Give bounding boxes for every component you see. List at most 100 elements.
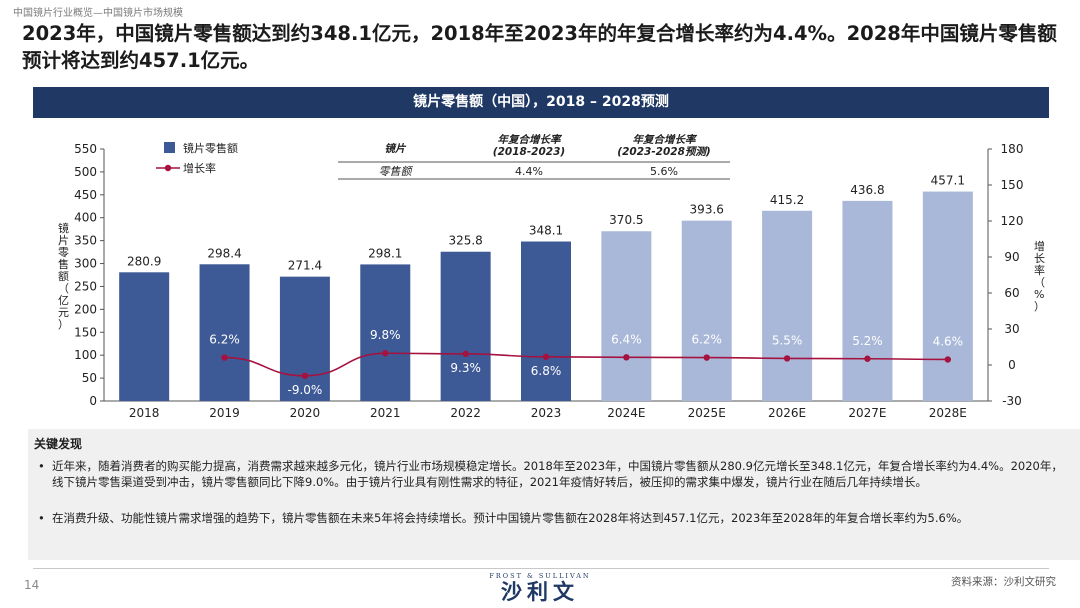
bullet-dot-icon: • <box>38 459 45 473</box>
right-tick-label: 90 <box>1004 250 1019 264</box>
left-tick-label: 400 <box>74 211 97 225</box>
left-tick-label: 550 <box>74 142 97 156</box>
growth-rate-point <box>221 354 228 361</box>
left-tick-label: 200 <box>74 302 97 316</box>
legend-bar-label: 镜片零售额 <box>183 141 238 155</box>
bar-value-label: 457.1 <box>931 174 965 188</box>
legend-bar-swatch <box>164 142 175 153</box>
finding-bullet-1: • 近年来，随着消费者的购买能力提高，消费需求越来越多元化，镜片行业市场规模稳定… <box>38 458 1063 490</box>
left-tick-label: 150 <box>74 325 97 339</box>
legend-line-label: 增长率 <box>183 161 216 175</box>
right-axis-title: 增长率（%） <box>1034 239 1045 313</box>
bar-retail-sales <box>440 251 491 401</box>
bar-value-label: 415.2 <box>770 193 804 207</box>
right-tick-label: 150 <box>1001 178 1024 192</box>
right-tick-label: 120 <box>1001 214 1024 228</box>
bar-value-label: 370.5 <box>609 213 643 227</box>
bar-retail-sales <box>199 264 250 401</box>
key-findings-title: 关键发现 <box>34 437 83 451</box>
growth-rate-label: 9.8% <box>370 328 401 342</box>
growth-rate-point <box>864 355 871 362</box>
growth-rate-label: 5.2% <box>852 334 883 348</box>
growth-rate-point <box>783 355 791 362</box>
bar-retail-sales <box>521 241 571 401</box>
growth-rate-point <box>944 356 952 363</box>
right-tick-label: -30 <box>1002 394 1022 408</box>
cagr-table-header: 年复合增长率(2023-2028预测) <box>617 133 710 158</box>
bar-retail-sales <box>681 220 732 401</box>
left-tick-label: 500 <box>74 165 97 179</box>
bar-value-label: 271.4 <box>288 259 322 273</box>
left-tick-label: 100 <box>74 348 97 362</box>
finding-text: 在消费升级、功能性镜片需求增强的趋势下，镜片零售额在未来5年将会持续增长。预计中… <box>52 511 969 525</box>
logo-chinese-name: 沙利文 <box>501 580 579 604</box>
bar-value-label: 280.9 <box>127 254 161 268</box>
left-axis-title: 镜片零售额（亿元） <box>58 221 69 331</box>
cagr-table-header: 年复合增长率(2018-2023) <box>493 133 565 158</box>
bar-retail-sales <box>842 200 893 401</box>
growth-rate-label: 6.2% <box>691 333 722 347</box>
bar-value-label: 348.1 <box>529 224 563 238</box>
growth-rate-label: 5.5% <box>772 333 803 347</box>
right-tick-label: 60 <box>1004 286 1019 300</box>
growth-rate-point <box>703 354 710 361</box>
bar-retail-sales <box>762 210 813 401</box>
right-tick-label: 0 <box>1008 358 1016 372</box>
left-tick-label: 0 <box>89 394 97 408</box>
growth-rate-label: 9.3% <box>450 361 481 375</box>
page-headline: 2023年，中国镜片零售额达到约348.1亿元，2018年至2023年的年复合增… <box>22 22 1057 72</box>
growth-rate-label: 6.8% <box>531 364 562 378</box>
page-number: 14 <box>24 578 40 592</box>
left-tick-label: 50 <box>82 371 97 385</box>
cagr-table-cell: 5.6% <box>650 165 678 178</box>
growth-rate-label: -9.0% <box>287 383 322 397</box>
footer-divider <box>33 568 1049 569</box>
cagr-table-cell: 4.4% <box>515 165 543 178</box>
bar-value-label: 436.8 <box>850 183 884 197</box>
bar-value-label: 298.1 <box>368 246 402 260</box>
frost-sullivan-logo: FROST & SULLIVAN 沙利文 <box>474 572 606 606</box>
cagr-table-header: 镜片 <box>385 142 407 155</box>
left-tick-label: 450 <box>74 188 97 202</box>
left-tick-label: 250 <box>74 279 97 293</box>
x-tick-label: 2027E <box>848 406 886 420</box>
bar-retail-sales <box>279 276 330 401</box>
right-tick-label: 30 <box>1004 322 1019 336</box>
key-findings-panel: 关键发现 • 近年来，随着消费者的购买能力提高，消费需求越来越多元化，镜片行业市… <box>28 429 1080 560</box>
retail-sales-chart: 0 50 100 150 200 250 300 350 400 450 500 550 -30 0 30 6… <box>58 133 1045 420</box>
bar-retail-sales <box>360 264 411 401</box>
finding-text: 近年来，随着消费者的购买能力提高，消费需求越来越多元化，镜片行业市场规模稳定增长… <box>52 459 1063 489</box>
breadcrumb: 中国镜片行业概览—中国镜片市场规模 <box>13 8 183 19</box>
x-tick-label: 2026E <box>768 406 806 420</box>
left-tick-label: 300 <box>74 257 97 271</box>
legend-line-marker <box>164 164 172 172</box>
x-tick-label: 2022 <box>450 406 481 420</box>
cagr-table-cell: 零售额 <box>379 165 414 178</box>
bar-value-label: 393.6 <box>690 203 724 217</box>
x-tick-label: 2024E <box>607 406 645 420</box>
logo-wordmark: FROST & SULLIVAN <box>489 572 591 580</box>
bar-retail-sales <box>601 231 652 401</box>
growth-rate-point <box>382 350 389 357</box>
growth-rate-point <box>301 372 309 379</box>
bar-value-label: 298.4 <box>207 246 241 260</box>
x-tick-label: 2020 <box>290 406 321 420</box>
bar-retail-sales <box>922 191 973 401</box>
x-tick-label: 2023 <box>531 406 562 420</box>
x-tick-label: 2021 <box>370 406 401 420</box>
finding-bullet-2: • 在消费升级、功能性镜片需求增强的趋势下，镜片零售额在未来5年将会持续增长。预… <box>38 510 1063 526</box>
right-tick-label: 180 <box>1001 142 1024 156</box>
x-tick-label: 2019 <box>209 406 240 420</box>
growth-rate-line <box>224 352 948 377</box>
source-note: 资料来源：沙利文研究 <box>951 576 1056 588</box>
growth-rate-point <box>623 354 630 361</box>
x-tick-label: 2025E <box>688 406 726 420</box>
growth-rate-point <box>462 350 469 358</box>
left-tick-label: 350 <box>74 234 97 248</box>
growth-rate-label: 6.2% <box>209 333 240 347</box>
chart-title-banner: 镜片零售额（中国），2018 – 2028预测 <box>33 87 1049 118</box>
growth-rate-point <box>542 353 550 361</box>
bar-value-label: 325.8 <box>448 234 482 248</box>
bullet-dot-icon: • <box>38 511 45 525</box>
x-tick-label: 2028E <box>929 406 967 420</box>
